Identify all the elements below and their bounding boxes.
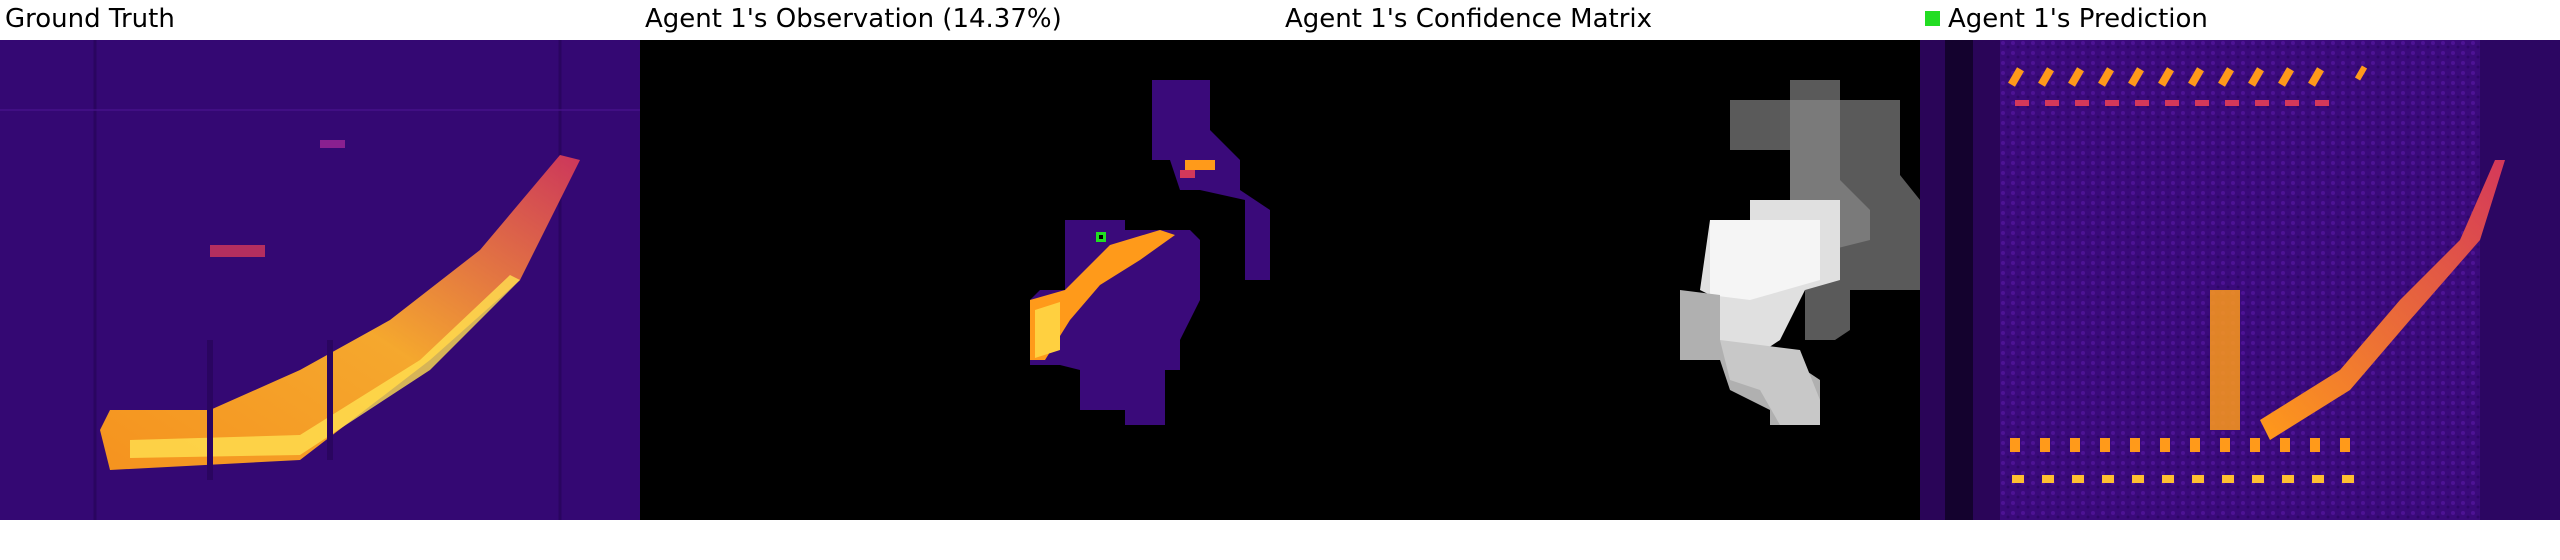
confidence-title: Agent 1's Confidence Matrix [1285, 4, 1653, 34]
prediction-panel [1920, 40, 2560, 520]
ground-truth-title: Ground Truth [5, 4, 175, 34]
prediction-image [1920, 40, 2560, 520]
prediction-title: Agent 1's Prediction [1948, 4, 2208, 34]
observation-panel [640, 40, 1280, 520]
ground-truth-panel [0, 40, 640, 520]
confidence-image [1280, 40, 1920, 520]
observation-title: Agent 1's Observation (14.37%) [645, 4, 1062, 34]
observation-image [640, 40, 1280, 520]
legend-green-square-icon [1925, 11, 1940, 26]
ground-truth-image [0, 40, 640, 520]
confidence-panel [1280, 40, 1920, 520]
prediction-title-wrap: Agent 1's Prediction [1925, 2, 2208, 36]
